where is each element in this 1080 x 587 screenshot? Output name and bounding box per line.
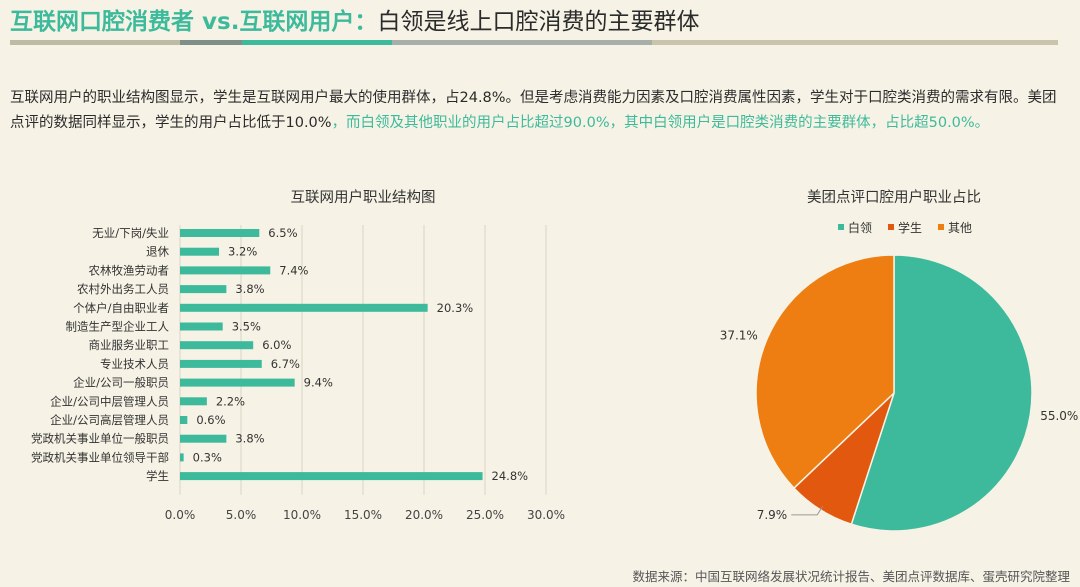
page-title-accent: 互联网口腔消费者 vs.互联网用户：: [10, 9, 378, 35]
value-label: 6.5%: [268, 226, 297, 240]
slice-label: 55.0%: [1040, 409, 1078, 423]
page-title-rest: 白领是线上口腔消费的主要群体: [377, 9, 700, 35]
title-underline: [10, 40, 1058, 45]
legend-swatch: [938, 224, 944, 230]
intro-text: 互联网用户的职业结构图显示，学生是互联网用户最大的使用群体，占24.8%。但是考…: [10, 90, 1057, 131]
page-title: 互联网口腔消费者 vs.互联网用户：白领是线上口腔消费的主要群体: [10, 2, 699, 38]
category-label: 企业/公司高层管理人员: [50, 413, 169, 427]
category-label: 个体户/自由职业者: [73, 301, 169, 315]
bar: [180, 416, 188, 424]
category-label: 商业服务业职工: [89, 338, 170, 352]
legend-swatch: [838, 224, 844, 230]
value-label: 2.2%: [216, 394, 245, 408]
legend-label: 学生: [898, 220, 922, 235]
bar: [180, 453, 184, 462]
value-label: 3.8%: [235, 282, 264, 296]
value-label: 0.6%: [196, 413, 225, 427]
value-label: 24.8%: [492, 469, 529, 483]
value-label: 7.4%: [279, 263, 308, 277]
bar: [180, 266, 271, 275]
x-tick-label: 25.0%: [466, 508, 504, 522]
intro-paragraph: 互联网用户的职业结构图显示，学生是互联网用户最大的使用群体，占24.8%。但是考…: [10, 86, 1070, 136]
category-label: 农林牧渔劳动者: [89, 263, 170, 277]
category-label: 党政机关事业单位一般职员: [31, 432, 169, 446]
category-label: 无业/下岗/失业: [92, 226, 169, 240]
pie-slice: [850, 254, 1033, 532]
legend-label: 白领: [848, 220, 872, 235]
source-note: 数据来源：中国互联网络发展状况统计报告、美团点评数据库、蛋壳研究院整理: [632, 569, 1070, 584]
pie-chart-title: 美团点评口腔用户职业占比: [807, 190, 981, 206]
bar: [180, 229, 260, 237]
bar: [180, 247, 220, 256]
bar: [180, 341, 254, 350]
slice-label: 7.9%: [757, 508, 788, 522]
value-label: 3.2%: [228, 245, 257, 259]
value-label: 20.3%: [437, 301, 474, 315]
x-tick-label: 20.0%: [405, 508, 443, 522]
pie-chart: 白领 学生 其他 55.0% 7.9% 37.1%: [720, 220, 1078, 532]
bar-chart-title: 互联网用户职业结构图: [290, 190, 436, 206]
leader-line: [791, 506, 823, 516]
category-label: 学生: [146, 469, 169, 483]
slice-label: 37.1%: [720, 328, 758, 342]
bar: [180, 434, 227, 443]
value-label: 6.0%: [262, 338, 291, 352]
x-tick-label: 0.0%: [165, 508, 196, 522]
bar: [180, 472, 483, 481]
bar: [180, 285, 227, 294]
category-label: 制造生产型企业工人: [66, 320, 170, 334]
intro-highlight: ，而白领及其他职业的用户占比超过90.0%，其中白领用户是口腔类消费的主要群体，…: [331, 115, 990, 131]
bar: [180, 397, 207, 406]
pie-slice: [755, 254, 895, 490]
value-label: 0.3%: [193, 450, 222, 464]
category-label: 专业技术人员: [100, 357, 169, 371]
bar: [180, 322, 223, 331]
x-tick-label: 5.0%: [226, 508, 257, 522]
bar: [180, 303, 428, 312]
category-label: 退休: [146, 245, 169, 259]
value-label: 9.4%: [304, 376, 333, 390]
value-label: 3.8%: [235, 432, 264, 446]
category-label: 企业/公司中层管理人员: [50, 394, 169, 408]
category-label: 农村外出务工人员: [77, 282, 169, 296]
category-label: 企业/公司一般职员: [73, 376, 169, 390]
bar-chart: 0.0% 5.0% 10.0% 15.0% 20.0% 25.0% 30.0% 无业/下岗/失…: [31, 225, 565, 522]
bar: [180, 359, 262, 368]
value-label: 3.5%: [232, 320, 261, 334]
value-label: 6.7%: [271, 357, 300, 371]
category-label: 党政机关事业单位领导干部: [31, 450, 169, 464]
bar: [180, 378, 295, 387]
x-tick-label: 10.0%: [283, 508, 321, 522]
x-tick-label: 30.0%: [527, 508, 565, 522]
x-tick-label: 15.0%: [344, 508, 382, 522]
legend-swatch: [888, 224, 894, 230]
legend-label: 其他: [948, 221, 972, 235]
